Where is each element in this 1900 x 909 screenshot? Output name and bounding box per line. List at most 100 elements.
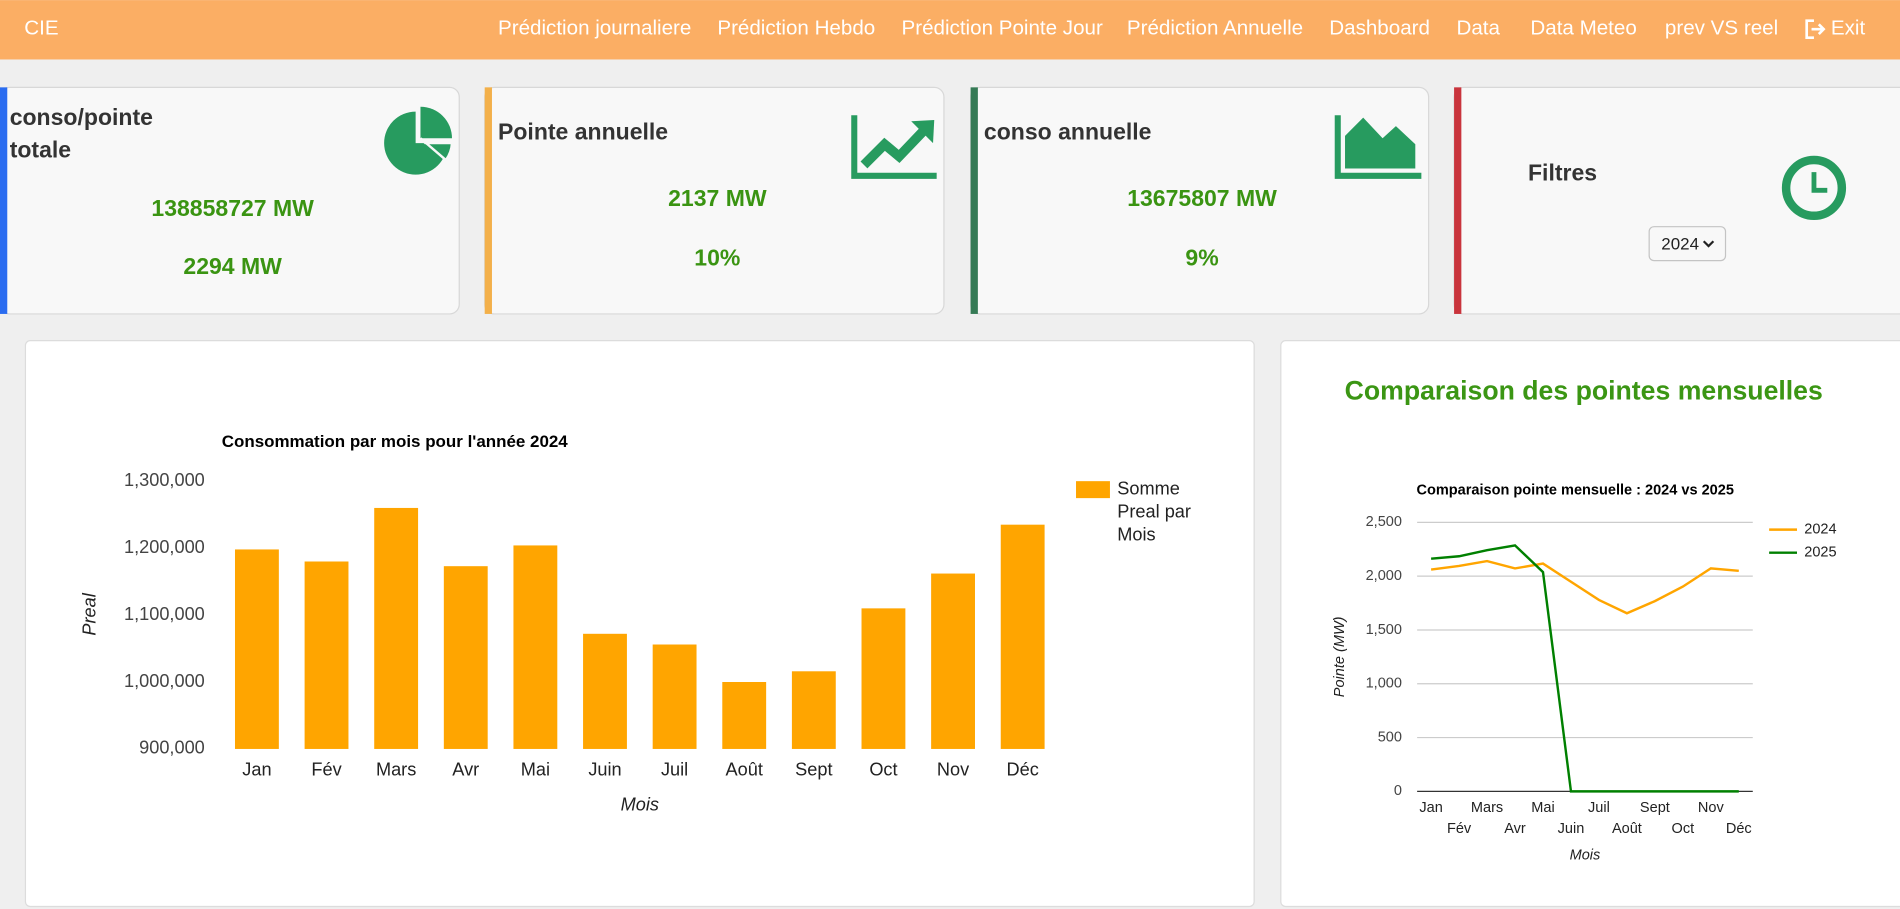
chart-title: Comparaison pointe mensuelle : 2024 vs 2… <box>1417 483 1734 499</box>
y-axis-label: Preal <box>80 592 100 635</box>
bar <box>234 549 279 749</box>
card-accent <box>484 87 492 314</box>
area-icon <box>1345 117 1416 169</box>
clock-hands <box>1811 172 1828 193</box>
chart-icon-arrow <box>911 120 935 144</box>
x-tick-label: Juil <box>661 760 688 780</box>
panel-title: Comparaison des pointes mensuelles <box>1345 376 1823 406</box>
y-tick-label: 2,000 <box>1366 568 1402 584</box>
line <box>1430 559 1739 615</box>
bar <box>304 561 349 749</box>
nav-link[interactable]: prev VS reel <box>1665 17 1778 40</box>
card-accent <box>1454 87 1462 314</box>
bar <box>861 608 906 749</box>
card-title: conso/pointe totale <box>9 105 153 164</box>
y-tick-label: 2,500 <box>1366 514 1402 530</box>
nav-link[interactable]: Dashboard <box>1329 17 1430 40</box>
y-tick-label: 1,000 <box>1366 676 1402 692</box>
chart-panel <box>1280 339 1900 908</box>
card <box>1453 86 1900 315</box>
legend-label: 2025 <box>1804 544 1836 560</box>
x-tick-label: Fév <box>311 760 342 780</box>
brand[interactable]: CIE <box>24 17 58 40</box>
line <box>1431 544 1739 793</box>
nav-exit[interactable]: Exit <box>1831 17 1866 40</box>
bar <box>652 644 697 749</box>
select-chevron <box>1702 240 1715 248</box>
card-value: 9% <box>1185 244 1218 270</box>
bar-chart: Consommation par mois pour l'année 2024 9… <box>80 432 1191 815</box>
x-tick-label: Sept <box>795 760 832 780</box>
filter-title: Filtres <box>1528 160 1597 186</box>
exit-icon <box>1805 19 1826 39</box>
x-tick-label: Juil <box>1588 800 1610 816</box>
navbar <box>0 0 1900 60</box>
y-tick-label: 1,500 <box>1366 622 1402 638</box>
nav-link[interactable]: Prédiction Hebdo <box>717 17 875 40</box>
y-tick-label: 900,000 <box>139 738 205 758</box>
bar <box>583 633 627 749</box>
card <box>0 86 460 315</box>
y-tick-label: 1,200,000 <box>124 537 205 557</box>
x-tick-label: Juin <box>1558 821 1585 837</box>
x-tick-label: Nov <box>937 760 970 780</box>
x-tick-label: Août <box>726 760 763 780</box>
card-value: 13675807 MW <box>1127 185 1277 211</box>
x-tick-label: Déc <box>1007 760 1039 780</box>
card-accent <box>0 87 8 314</box>
nav-link[interactable]: Data Meteo <box>1530 17 1636 40</box>
card-accent <box>970 87 978 314</box>
bar <box>791 671 836 749</box>
y-tick-label: 1,300,000 <box>124 470 205 490</box>
year-select[interactable] <box>1648 226 1727 262</box>
x-tick-label: Mars <box>376 760 416 780</box>
bar <box>374 507 419 749</box>
clock-icon <box>1781 155 1847 221</box>
x-tick-label: Juin <box>588 760 621 780</box>
card-title-box: conso/pointe totale <box>9 105 153 164</box>
pie-icon-slice <box>420 106 452 139</box>
legend-label: Somme Preal par Mois <box>1117 478 1191 546</box>
card-title: Pointe annuelle <box>498 118 668 144</box>
pie-icon <box>384 111 448 175</box>
card-value: 2137 MW <box>668 185 767 211</box>
x-tick-label: Nov <box>1698 800 1725 816</box>
chart-icon-line <box>860 126 929 169</box>
x-tick-label: Fév <box>1447 821 1472 837</box>
x-tick-label: Avr <box>452 760 479 780</box>
bar <box>931 573 975 749</box>
chart-panel <box>24 339 1255 908</box>
legend-box: Somme Preal par Mois <box>1117 478 1191 546</box>
x-tick-label: Jan <box>242 760 271 780</box>
line-chart: Comparaison pointe mensuelle : 2024 vs 2… <box>1332 483 1837 864</box>
nav-link[interactable]: Prédiction Pointe Jour <box>902 17 1103 40</box>
x-tick-label: Mai <box>1531 800 1554 816</box>
nav-link[interactable]: Prédiction Annuelle <box>1127 17 1303 40</box>
y-axis-label: Pointe (MW) <box>1332 616 1348 697</box>
card-title: conso annuelle <box>984 118 1152 144</box>
nav-link[interactable]: Prédiction journaliere <box>498 17 691 40</box>
x-tick-label: Oct <box>869 760 897 780</box>
card-value: 2294 MW <box>183 253 282 279</box>
x-axis-label: Mois <box>621 795 659 815</box>
chart-icon-axes <box>851 115 937 179</box>
nav-link[interactable]: Data <box>1457 17 1501 40</box>
y-tick-label: 1,100,000 <box>124 604 205 624</box>
x-tick-label: Août <box>1612 821 1642 837</box>
bar <box>443 566 488 749</box>
x-axis-label: Mois <box>1570 847 1601 863</box>
pie-icon-slice <box>419 137 454 162</box>
y-tick-label: 500 <box>1378 729 1402 745</box>
bar <box>513 545 558 749</box>
bar <box>722 682 767 749</box>
chart-title: Consommation par mois pour l'année 2024 <box>222 432 569 451</box>
legend-swatch <box>1076 481 1110 499</box>
x-tick-label: Déc <box>1726 821 1752 837</box>
area-icon-axes <box>1334 115 1422 179</box>
bar <box>1000 524 1045 749</box>
legend-label: 2024 <box>1804 521 1836 537</box>
x-tick-label: Jan <box>1419 800 1442 816</box>
x-tick-label: Sept <box>1640 800 1670 816</box>
x-tick-label: Mai <box>521 760 550 780</box>
year-select-value[interactable]: 2024 <box>1661 234 1699 253</box>
